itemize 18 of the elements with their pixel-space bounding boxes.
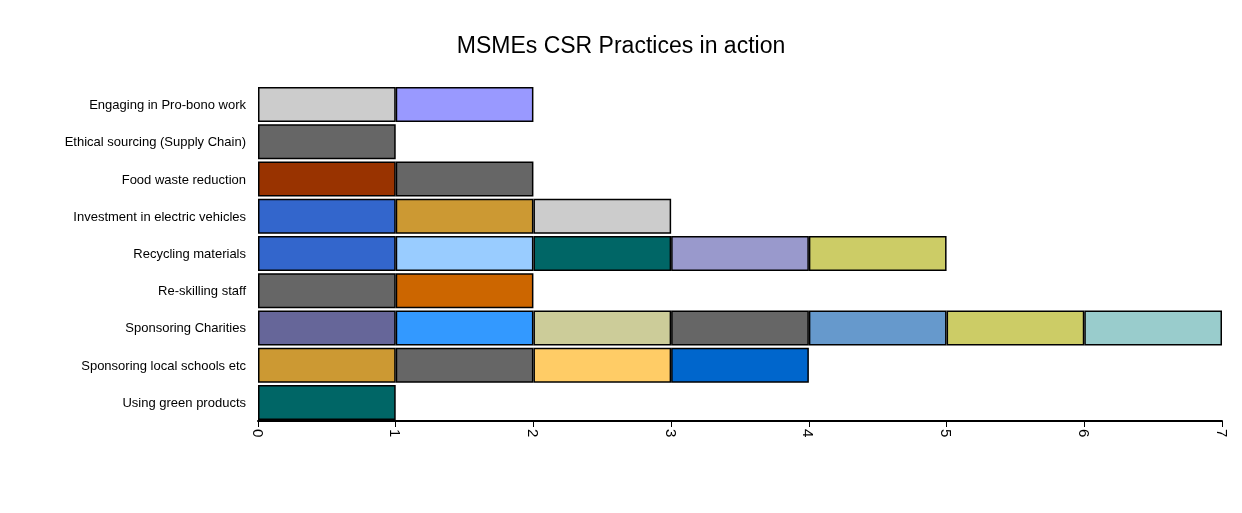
x-tick-label: 6: [1075, 429, 1093, 438]
y-tick-label: Ethical sourcing (Supply Chain): [64, 134, 246, 150]
chart-title: MSMEs CSR Practices in action: [456, 31, 786, 58]
x-tick-label: 3: [662, 429, 680, 438]
y-tick-label: Re-skilling staff: [158, 283, 247, 299]
x-tick-label: 1: [387, 429, 405, 438]
y-tick-label: Recycling materials: [133, 246, 247, 261]
x-tick-label: 5: [938, 429, 956, 438]
y-tick-label: Engaging in Pro-bono work: [89, 97, 247, 113]
y-tick-label: Sponsoring Charities: [125, 320, 247, 336]
y-tick-label: Food waste reduction: [121, 171, 246, 187]
y-tick-label: Investment in electric vehicles: [73, 208, 247, 224]
x-tick-label: 7: [1213, 429, 1231, 438]
y-tick-label: Using green products: [122, 394, 247, 410]
y-tick-label: Sponsoring local schools etc: [81, 357, 247, 373]
x-tick-label: 0: [249, 429, 267, 438]
x-tick-label: 4: [800, 429, 818, 438]
x-tick-label: 2: [524, 429, 542, 438]
